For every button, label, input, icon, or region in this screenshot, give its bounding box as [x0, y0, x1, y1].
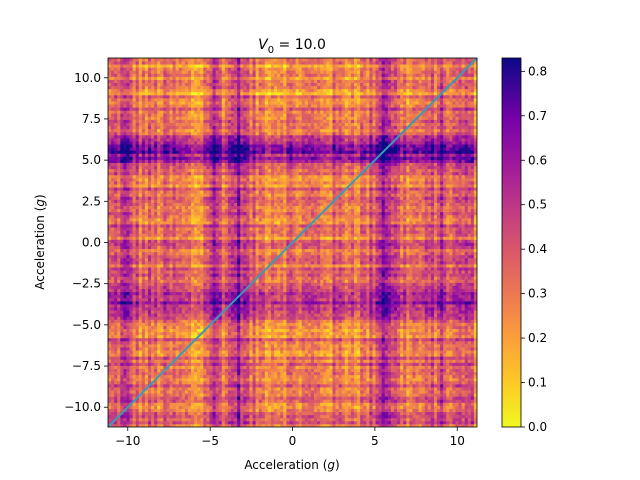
colorbar-tick-label: 0.8: [528, 64, 547, 78]
colorbar-tick-label: 0.1: [528, 376, 547, 390]
colorbar: [502, 58, 521, 427]
y-tick-label: −2.5: [72, 277, 101, 291]
y-tick-label: 5.0: [82, 153, 101, 167]
y-axis: −10.0 −7.5 −5.0 −2.5 0.0 2.5 5.0 7.5 10.0: [64, 71, 108, 414]
x-tick-label: −10: [115, 434, 140, 448]
y-tick-label: 7.5: [82, 112, 101, 126]
y-tick-label: −7.5: [72, 359, 101, 373]
y-tick-label: −5.0: [72, 318, 101, 332]
chart-title: V0 = 10.0: [258, 37, 326, 56]
x-tick-label: 5: [371, 434, 379, 448]
y-tick-label: 10.0: [74, 71, 101, 85]
x-axis-label: Acceleration (g): [244, 458, 339, 472]
y-tick-label: 0.0: [82, 236, 101, 250]
y-tick-label: −10.0: [64, 400, 101, 414]
colorbar-axis: 0.0 0.1 0.2 0.3 0.4 0.5 0.6 0.7 0.8: [521, 64, 547, 434]
x-tick-label: −5: [201, 434, 219, 448]
colorbar-tick-label: 0.0: [528, 420, 547, 434]
colorbar-tick-label: 0.5: [528, 198, 547, 212]
x-tick-label: 0: [289, 434, 297, 448]
colorbar-tick-label: 0.7: [528, 109, 547, 123]
colorbar-tick-label: 0.3: [528, 287, 547, 301]
colorbar-tick-label: 0.2: [528, 331, 547, 345]
colorbar-tick-label: 0.4: [528, 242, 547, 256]
colorbar-tick-label: 0.6: [528, 153, 547, 167]
x-tick-label: 10: [450, 434, 465, 448]
y-axis-label: Acceleration (g): [33, 194, 47, 289]
y-tick-label: 2.5: [82, 194, 101, 208]
x-axis: −10 −5 0 5 10: [115, 427, 465, 448]
